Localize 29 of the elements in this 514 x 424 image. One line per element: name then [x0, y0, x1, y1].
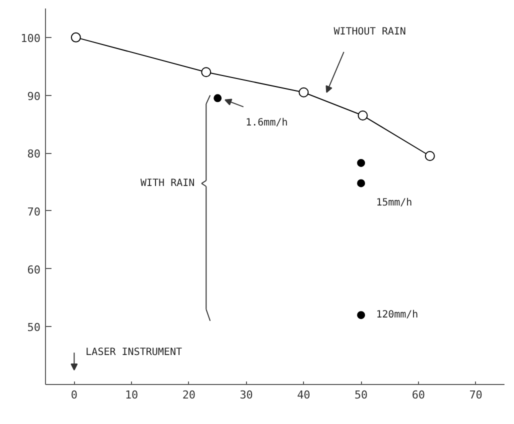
y-tick-label: 90 [27, 90, 41, 103]
point [357, 311, 366, 320]
x-tick-label: 20 [182, 388, 196, 402]
y-tick-label: 80 [27, 148, 41, 161]
x-tick-label: 70 [469, 388, 482, 402]
x-tick-label: 30 [240, 388, 253, 402]
y-tick-label: 50 [27, 321, 41, 334]
point [70, 32, 81, 42]
x-tick-label: 0 [70, 388, 78, 402]
y-tick-label: 100 [20, 32, 41, 45]
annotation: WITH RAIN [140, 178, 195, 189]
point [214, 94, 222, 102]
y-tick-label: 70 [27, 205, 41, 218]
annotation: LASER INSTRUMENT [86, 347, 182, 358]
x-tick-label: 60 [412, 388, 426, 402]
point [201, 67, 212, 78]
annotation: 15mm/h [376, 198, 412, 209]
point [357, 158, 366, 167]
x-tick-label: 10 [124, 388, 138, 402]
annotation: 1.6mm/h [246, 118, 288, 129]
point [357, 179, 366, 188]
x-tick-label: 50 [354, 388, 368, 402]
annotation: 120mm/h [376, 310, 418, 321]
x-tick-label: 40 [297, 388, 310, 402]
point [358, 110, 368, 121]
y-tick-label: 60 [27, 263, 41, 276]
point [424, 151, 435, 161]
point [298, 87, 309, 98]
annotation: WITHOUT RAIN [334, 26, 406, 38]
